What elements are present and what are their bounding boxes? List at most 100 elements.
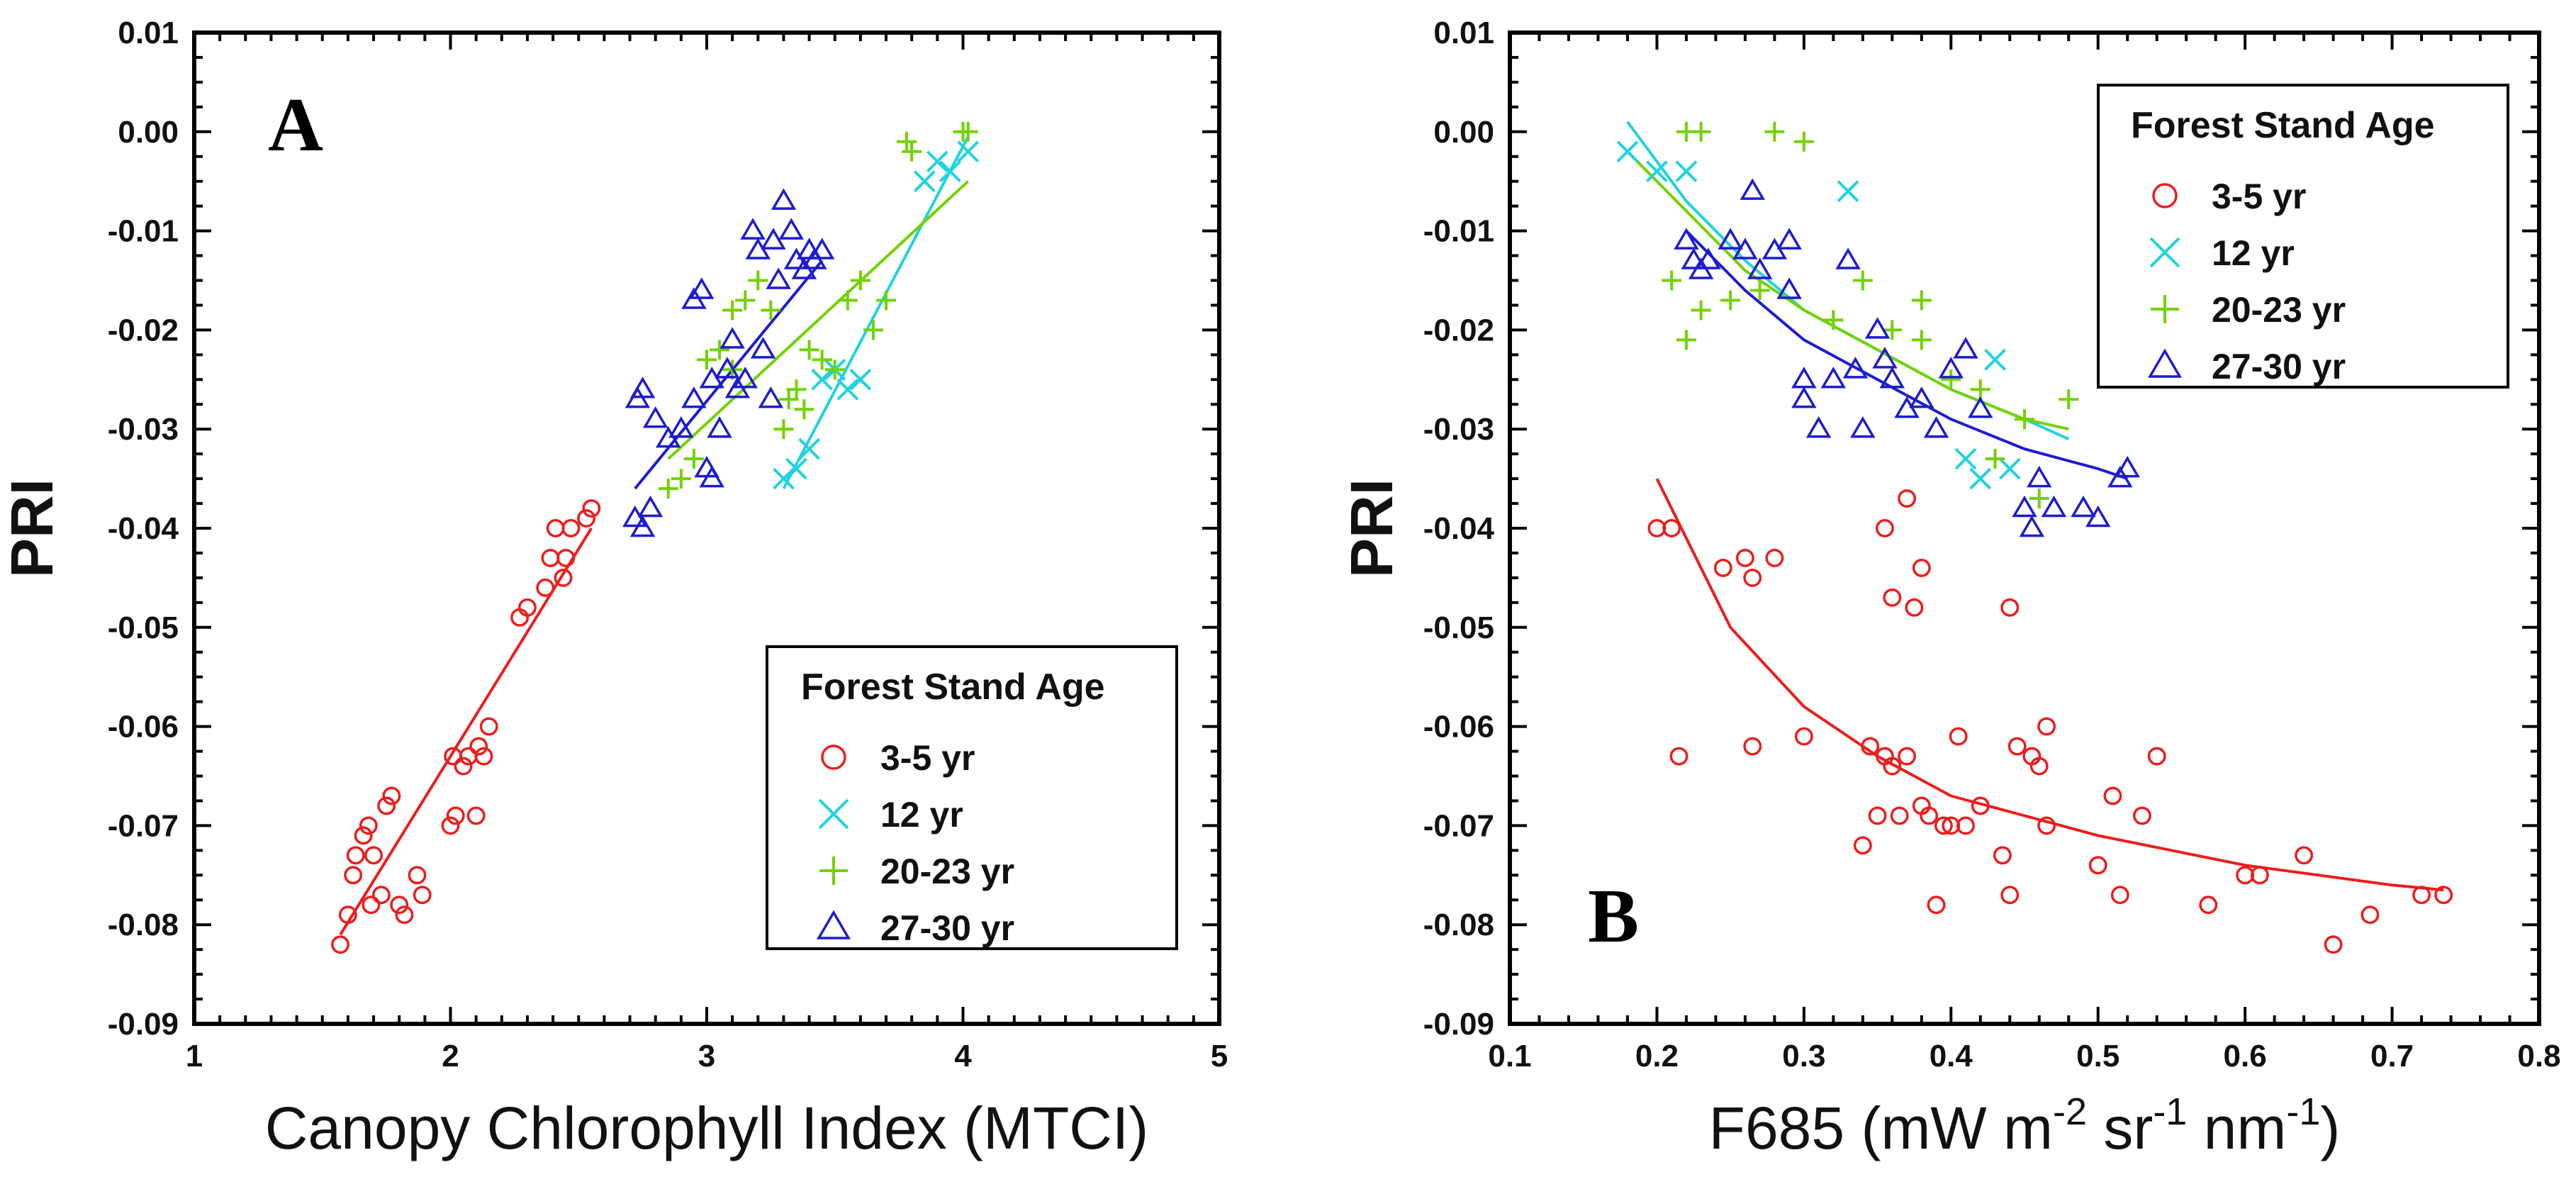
panel-b-data-point — [1735, 548, 1754, 567]
panel-b-x-tick-label: 0.2 — [1635, 1039, 1679, 1073]
panel-a-data-point — [382, 786, 401, 805]
panel-a-data-point — [735, 290, 756, 311]
panel-b-data-point — [2019, 515, 2045, 537]
panel-a-data-point — [556, 548, 576, 567]
panel-a-legend-label: 27-30 yr — [880, 908, 1014, 948]
panel-a-data-point — [719, 327, 745, 349]
panel-a-y-tick-label: -0.04 — [108, 511, 179, 546]
panel-b-data-point — [1853, 836, 1872, 855]
panel-a-data-point — [913, 170, 936, 193]
panel-b-data-point — [1681, 247, 1707, 269]
panel-a-data-point — [658, 479, 678, 499]
panel-b-data-point — [1883, 588, 1902, 607]
panel-a: 0.01 0.00 -0.01 -0.02 -0.03 -0.04 -0.05 -0.06 -0… — [0, 16, 1228, 1161]
panel-a-data-point — [344, 866, 363, 885]
panel-a-legend: Forest Stand Age 3-5 yr 12 yr 20-23 yr 27-3… — [766, 645, 1178, 950]
panel-a-y-tick-label: -0.07 — [108, 808, 179, 843]
panel-a-data-point — [338, 905, 357, 925]
panel-b-data-point — [1890, 806, 1909, 825]
panel-a-data-point — [541, 548, 560, 567]
panel-b-y-tick-label: -0.03 — [1423, 412, 1494, 447]
panel-b-data-point — [1920, 806, 1939, 825]
panel-a-letter: A — [268, 83, 323, 167]
panel-b-data-point — [1842, 357, 1869, 379]
panel-a-data-point — [837, 290, 858, 311]
panel-a-x-tick-label: 3 — [698, 1039, 715, 1073]
panel-b-x-tick-labels: 0.1 0.2 0.3 0.4 0.5 0.6 0.7 0.8 — [1488, 1039, 2560, 1073]
panel-a-y-axis-title: PRI — [0, 479, 65, 578]
panel-b-data-point — [1949, 727, 1968, 746]
panel-b-legend-entries: 3-5 yr 12 yr 20-23 yr 27-30 yr — [2147, 177, 2346, 386]
panel-b-data-point — [1837, 180, 1859, 203]
panel-b-data-point — [2250, 866, 2269, 885]
panel-b-data-point — [1970, 379, 1990, 400]
panel-a-data-point — [554, 568, 573, 587]
panel-a-data-point — [824, 359, 845, 380]
panel-a-data-point — [681, 386, 707, 408]
panel-b-y-tick-label: -0.02 — [1423, 313, 1494, 347]
panel-b-data-point — [2037, 717, 2056, 736]
panel-a-y-tick-label: -0.02 — [108, 313, 179, 347]
panel-a-data-point — [446, 806, 465, 825]
panel-a-data-point — [469, 737, 488, 756]
panel-b-data-point — [1879, 367, 1905, 389]
panel-b-data-point — [2103, 786, 2122, 805]
panel-b-data-point — [2361, 905, 2380, 925]
panel-a-x-tick-label: 1 — [186, 1039, 203, 1073]
panel-a-data-point — [561, 519, 581, 537]
panel-a-y-tick-label: -0.06 — [108, 710, 179, 744]
panel-b-data-point — [1776, 228, 1802, 250]
panel-b-data-point — [2000, 598, 2020, 617]
panel-b-data-point — [1993, 846, 2012, 865]
panel-a-data-point — [697, 350, 717, 370]
panel-a-data-point — [876, 290, 897, 311]
panel-a-x-tick-label: 2 — [442, 1039, 459, 1073]
panel-b-data-point — [1912, 558, 1931, 577]
panel-a-data-point — [798, 437, 821, 460]
panel-b-y-tick-label: -0.08 — [1423, 908, 1494, 942]
panel-b-data-point — [1911, 290, 1932, 311]
panel-a-x-tick-labels: 1 2 3 4 5 — [186, 1039, 1228, 1073]
panel-b-data-point — [1969, 467, 1992, 490]
panel-a-data-point — [536, 578, 555, 597]
panel-a-data-point — [346, 846, 365, 865]
panel-b-data-point — [1691, 300, 1711, 320]
panel-b-data-point — [1850, 416, 1876, 438]
panel-b-data-point — [1675, 160, 1698, 183]
panel-a-data-point — [364, 846, 383, 865]
panel-b-data-point — [1794, 727, 1813, 746]
panel-a-data-point — [359, 816, 378, 835]
panel-b-data-point — [2007, 737, 2027, 756]
panel-b-data-point — [1905, 598, 1924, 617]
panel-b-x-tick-label: 0.1 — [1488, 1039, 1531, 1073]
panel-a-data-point — [629, 515, 656, 537]
panel-a-data-point — [812, 350, 832, 370]
panel-b-y-tick-label: 0.00 — [1433, 115, 1494, 150]
panel-a-legend-label: 12 yr — [880, 795, 963, 835]
panel-b-data-point — [1883, 757, 1902, 776]
panel-b-data-point — [2029, 757, 2049, 776]
panel-b-data-point — [1646, 160, 1668, 183]
panel-a-data-point — [939, 160, 961, 183]
panel-b-points — [1616, 121, 2453, 954]
panel-b-data-point — [2115, 455, 2140, 478]
panel-a-data-point — [902, 141, 922, 162]
panel-b-legend-label: 12 yr — [2212, 233, 2295, 273]
panel-a-data-point — [771, 188, 797, 210]
panel-a-data-point — [466, 806, 486, 825]
panel-b-x-axis-title-sup2: -1 — [2153, 1090, 2187, 1133]
panel-a-y-tick-label: -0.09 — [108, 1007, 179, 1042]
panel-b-legend-box — [2097, 84, 2509, 389]
panel-b-legend-label: 3-5 yr — [2212, 177, 2306, 216]
panel-b-data-point — [1776, 277, 1802, 299]
panel-b-data-point — [1934, 816, 1953, 835]
panel-a-data-point — [849, 368, 872, 391]
panel-b-data-point — [2295, 846, 2314, 865]
panel-b-data-point — [1882, 320, 1903, 340]
panel-b-data-point — [1669, 747, 1689, 766]
panel-b-data-point — [2000, 886, 2020, 905]
panel-a-data-point — [740, 218, 766, 240]
panel-a-data-point — [926, 150, 948, 173]
panel-a-data-point — [773, 467, 795, 490]
panel-a-data-point — [546, 519, 565, 537]
